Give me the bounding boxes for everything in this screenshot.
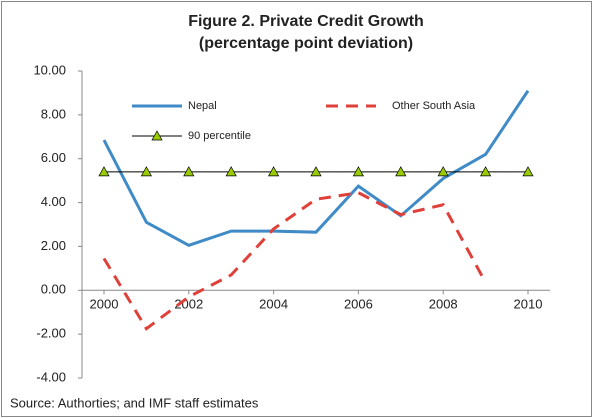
legend-marker [151, 130, 163, 141]
point-marker [183, 166, 195, 177]
chart-subtitle: (percentage point deviation) [199, 35, 413, 52]
point-marker [140, 166, 152, 177]
legend-label: Other South Asia [392, 100, 476, 112]
series-line [102, 89, 530, 247]
y-tick-label: 8.00 [41, 106, 66, 121]
point-marker [480, 166, 492, 177]
chart-title: Figure 2. Private Credit Growth [188, 13, 424, 30]
x-tick-label: 2010 [514, 297, 543, 312]
point-marker [395, 166, 407, 177]
y-tick-label: 6.00 [41, 150, 66, 165]
y-tick-label: 10.00 [33, 62, 66, 77]
y-tick-label: 2.00 [41, 238, 66, 253]
x-tick-label: 2006 [344, 297, 373, 312]
point-marker [98, 166, 110, 177]
source-note: Source: Authorties; and IMF staff estima… [10, 395, 259, 410]
point-marker [225, 166, 237, 177]
point-marker [522, 166, 534, 177]
point-marker [437, 166, 449, 177]
y-tick-label: 0.00 [41, 282, 66, 297]
y-tick-label: 4.00 [41, 194, 66, 209]
point-marker [352, 166, 364, 177]
legend-label: 90 percentile [188, 130, 251, 142]
y-tick-label: -4.00 [36, 369, 66, 384]
point-marker [310, 166, 322, 177]
x-tick-label: 2004 [259, 297, 288, 312]
x-tick-label: 2008 [429, 297, 458, 312]
x-tick-label: 2000 [90, 297, 119, 312]
series-line [102, 191, 487, 331]
point-marker [268, 166, 280, 177]
y-tick-label: -2.00 [36, 326, 66, 341]
legend-label: Nepal [188, 100, 217, 112]
